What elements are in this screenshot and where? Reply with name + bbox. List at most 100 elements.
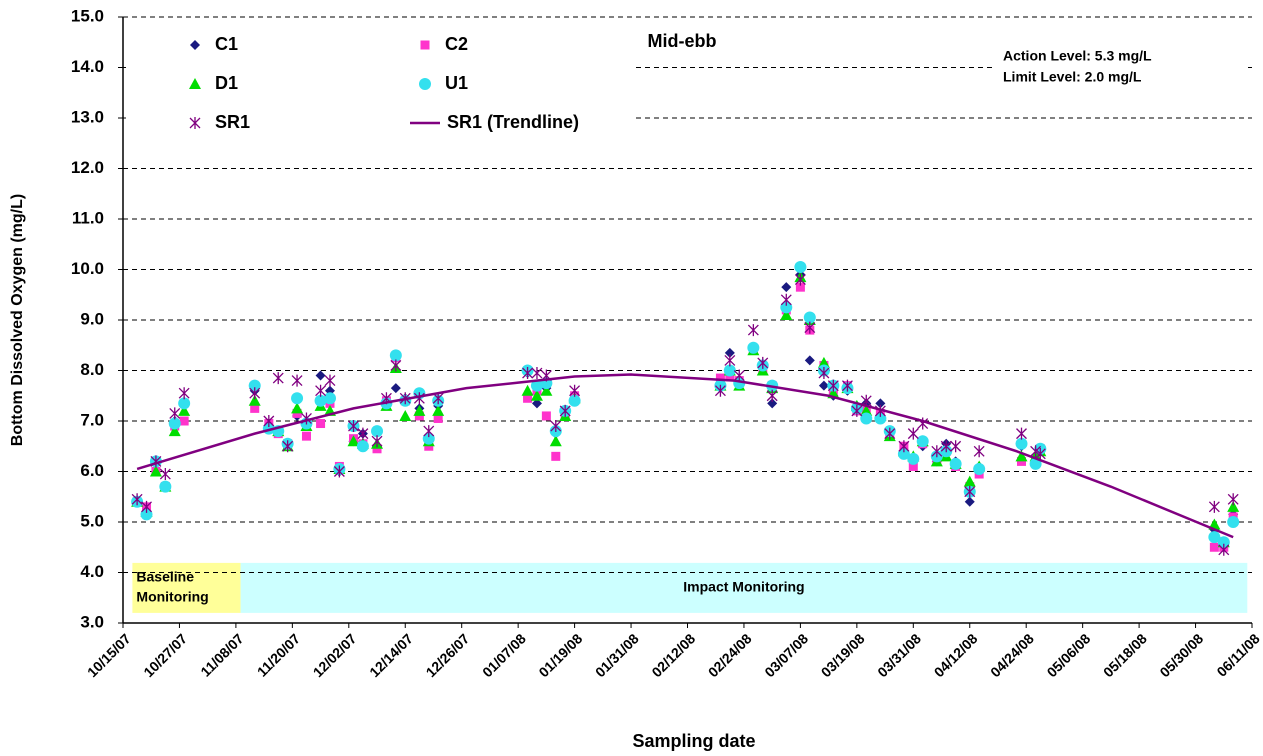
point: [178, 404, 191, 416]
point: [841, 379, 853, 392]
point: [315, 384, 327, 397]
point: [1015, 450, 1028, 462]
y-tick-label: 3.0: [80, 612, 104, 631]
legend-label: SR1 (Trendline): [447, 112, 579, 132]
point: [916, 435, 929, 448]
point: [940, 440, 952, 453]
point: [949, 457, 962, 470]
point: [356, 440, 369, 453]
point: [333, 465, 345, 478]
point: [724, 347, 735, 358]
x-tick-label: 12/14/07: [366, 630, 416, 680]
point: [522, 367, 534, 380]
point: [530, 389, 543, 401]
point: [550, 420, 562, 433]
point: [1217, 536, 1230, 549]
point: [851, 404, 863, 417]
point: [530, 379, 543, 392]
y-axis-title: Bottom Dissolved Oxygen (mg/L): [9, 194, 26, 446]
point: [908, 461, 918, 471]
x-tick-label: 11/08/07: [197, 630, 246, 679]
span-label: Monitoring: [136, 589, 208, 605]
x-tick-label: 11/20/07: [254, 630, 303, 679]
y-tick-label: 5.0: [80, 511, 104, 530]
point: [1227, 516, 1240, 528]
point: [733, 369, 745, 382]
point: [291, 374, 303, 387]
point: [540, 384, 553, 396]
point: [179, 416, 189, 426]
point: [780, 293, 792, 306]
point: [1015, 437, 1028, 450]
point: [131, 493, 143, 506]
point: [781, 282, 792, 293]
point: [371, 425, 384, 438]
point: [931, 445, 943, 458]
point: [568, 394, 581, 407]
y-tick-label: 7.0: [80, 410, 104, 429]
point: [818, 380, 829, 391]
point: [413, 404, 426, 416]
point: [897, 447, 910, 460]
legend-swatch: [189, 117, 201, 129]
legend-label: SR1: [215, 112, 250, 132]
point: [898, 440, 910, 453]
x-tick-label: 05/06/08: [1044, 630, 1094, 680]
point: [399, 409, 412, 421]
point: [372, 444, 382, 454]
point: [723, 364, 736, 377]
point: [964, 485, 976, 498]
point: [424, 441, 434, 451]
point: [794, 273, 806, 286]
point: [422, 432, 435, 445]
legend-box: [126, 20, 636, 150]
point: [884, 427, 896, 440]
legend-label: C1: [215, 34, 238, 54]
point: [316, 419, 326, 429]
point: [159, 480, 172, 493]
point: [549, 435, 562, 447]
point: [140, 508, 153, 521]
x-tick-label: 12/26/07: [423, 630, 473, 680]
x-tick-label: 02/12/08: [648, 630, 698, 680]
x-tick-label: 10/27/07: [140, 630, 190, 680]
point: [817, 356, 830, 368]
point: [314, 394, 327, 407]
monitoring-span: [240, 562, 1248, 613]
point: [531, 367, 543, 380]
point: [747, 324, 759, 337]
point: [357, 427, 369, 440]
point: [794, 260, 807, 273]
point: [1016, 456, 1026, 466]
point: [724, 354, 736, 367]
point: [178, 387, 190, 400]
monitoring-span: [132, 562, 241, 613]
point: [263, 415, 275, 427]
point: [272, 372, 284, 385]
y-tick-label: 4.0: [80, 562, 104, 581]
point: [973, 445, 985, 458]
point: [291, 402, 304, 414]
span-label: Baseline: [136, 569, 194, 585]
y-tick-label: 10.0: [71, 259, 104, 278]
point: [347, 435, 360, 447]
x-tick-label: 04/24/08: [987, 630, 1037, 680]
point: [1227, 493, 1239, 506]
point: [348, 420, 359, 433]
point: [963, 475, 976, 487]
x-tick-label: 04/12/08: [931, 630, 981, 680]
point: [141, 500, 152, 513]
point: [559, 404, 571, 417]
point: [964, 496, 975, 507]
legend-swatch: [189, 78, 201, 89]
x-tick-label: 01/31/08: [592, 630, 642, 680]
point: [390, 383, 401, 394]
point: [323, 392, 336, 405]
y-tick-label: 9.0: [80, 309, 104, 328]
point: [168, 417, 181, 430]
point: [795, 282, 805, 292]
point: [248, 379, 261, 392]
point: [169, 407, 181, 420]
point: [803, 311, 816, 324]
